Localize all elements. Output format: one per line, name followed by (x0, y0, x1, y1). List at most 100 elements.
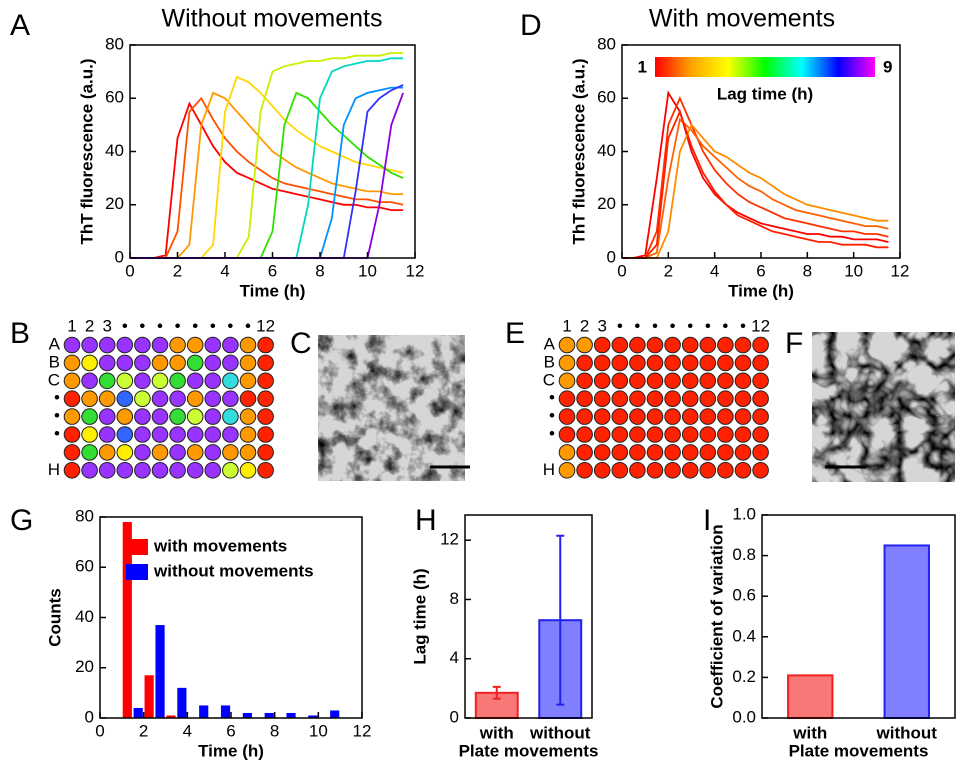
micrograph (812, 332, 955, 482)
x-tick-label: 0 (617, 261, 626, 280)
x-axis-label: Plate movements (789, 741, 929, 760)
well (258, 463, 274, 479)
well (223, 427, 239, 443)
well (170, 373, 186, 389)
well (240, 463, 256, 479)
well (577, 445, 593, 461)
well (117, 355, 133, 371)
well (170, 355, 186, 371)
y-axis-label: Coefficient of variation (707, 524, 726, 708)
row-label: • (54, 424, 60, 443)
well (64, 337, 80, 353)
well (99, 337, 115, 353)
well (630, 427, 646, 443)
colorbar-title: Lag time (h) (717, 84, 813, 103)
x-tick-label: 12 (353, 721, 372, 740)
well (682, 427, 698, 443)
well (559, 391, 575, 407)
column-label: • (157, 316, 163, 335)
bar (177, 688, 186, 718)
legend-swatch (126, 564, 148, 580)
y-tick-label: 12 (440, 530, 459, 549)
well (240, 409, 256, 425)
column-label: 1 (562, 316, 571, 335)
well (594, 445, 610, 461)
well (577, 391, 593, 407)
category-label: without (529, 723, 591, 742)
well (223, 355, 239, 371)
well (99, 391, 115, 407)
well (647, 445, 663, 461)
column-label: • (722, 316, 728, 335)
well (753, 427, 769, 443)
bar (265, 713, 274, 718)
panel-letter: G (10, 504, 33, 537)
x-tick-label: 6 (268, 261, 277, 280)
well (99, 409, 115, 425)
column-label: • (634, 316, 640, 335)
well (152, 355, 168, 371)
y-tick-label: 40 (75, 607, 94, 626)
row-label: • (54, 406, 60, 425)
x-tick-label: 8 (315, 261, 324, 280)
well (577, 355, 593, 371)
well (647, 463, 663, 479)
well (647, 391, 663, 407)
well (559, 355, 575, 371)
well (223, 445, 239, 461)
well (612, 463, 628, 479)
well (223, 409, 239, 425)
row-label: • (549, 424, 555, 443)
legend-swatch (126, 539, 148, 555)
y-axis-label: ThT fluorescence (a.u.) (569, 58, 588, 244)
well (665, 463, 681, 479)
x-tick-label: 10 (844, 261, 863, 280)
data-line (622, 98, 888, 258)
column-label: • (139, 316, 145, 335)
data-line (130, 77, 403, 258)
x-tick-label: 0 (125, 261, 134, 280)
well (735, 355, 751, 371)
colorbar-max: 9 (883, 57, 892, 76)
bar (330, 710, 339, 718)
chart-title: With movements (649, 5, 835, 33)
well (170, 337, 186, 353)
legend-label: with movements (153, 536, 287, 555)
well (612, 409, 628, 425)
well (735, 463, 751, 479)
column-label: • (227, 316, 233, 335)
well (240, 373, 256, 389)
well (577, 373, 593, 389)
plot-area (622, 93, 888, 258)
well (735, 427, 751, 443)
well (594, 373, 610, 389)
well (135, 391, 151, 407)
panel-letter: B (10, 317, 30, 350)
data-line (130, 53, 403, 258)
x-tick-label: 8 (803, 261, 812, 280)
panel-letter: C (290, 327, 312, 360)
well (577, 427, 593, 443)
row-label: A (544, 334, 556, 353)
column-label: • (175, 316, 181, 335)
well (559, 337, 575, 353)
well (577, 337, 593, 353)
well (223, 391, 239, 407)
well (682, 391, 698, 407)
x-tick-label: 12 (406, 261, 425, 280)
column-label: • (687, 316, 693, 335)
well (205, 355, 221, 371)
y-tick-label: 60 (597, 88, 616, 107)
well (630, 355, 646, 371)
row-label: C (48, 370, 60, 389)
well (647, 427, 663, 443)
well (258, 445, 274, 461)
well (718, 463, 734, 479)
panel-letter: F (785, 327, 803, 360)
well (64, 373, 80, 389)
y-tick-label: 0 (85, 707, 94, 726)
y-tick-label: 80 (105, 34, 124, 53)
y-axis-label: Counts (45, 588, 64, 647)
well (117, 409, 133, 425)
well (559, 445, 575, 461)
